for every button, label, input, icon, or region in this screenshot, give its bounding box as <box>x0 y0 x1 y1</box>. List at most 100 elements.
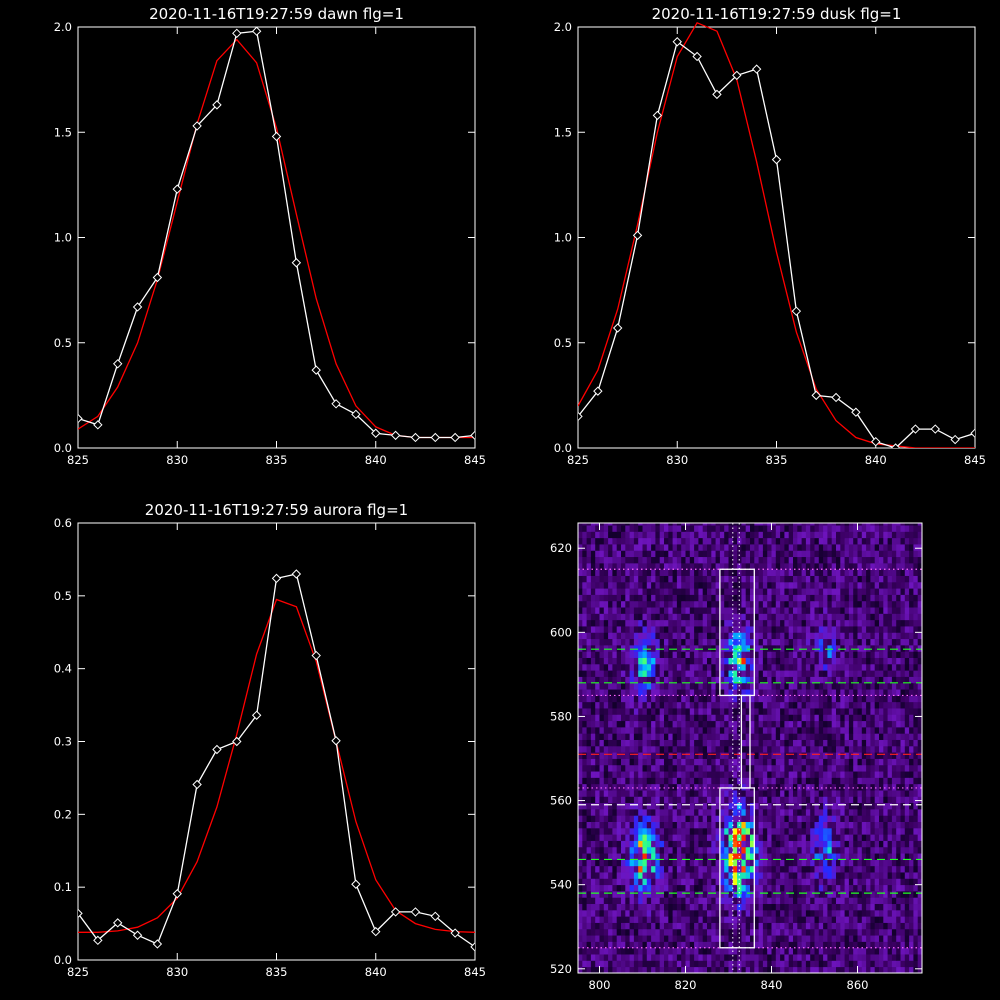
heatmap-cell <box>879 966 884 973</box>
heatmap-cell <box>676 607 682 614</box>
heatmap-cell <box>870 922 876 930</box>
heatmap-cell <box>732 607 738 614</box>
heatmap-cell <box>909 903 914 911</box>
heatmap-cell <box>655 663 661 671</box>
heatmap-cell <box>784 865 790 873</box>
heatmap-cell <box>896 865 901 873</box>
heatmap-cell <box>887 600 893 608</box>
heatmap-cell <box>896 701 901 709</box>
heatmap-cell <box>848 859 854 867</box>
heatmap-cell <box>689 960 695 968</box>
heatmap-cell <box>827 632 833 640</box>
heatmap-cell <box>582 796 587 804</box>
heatmap-cell <box>891 689 897 696</box>
heatmap-cell <box>801 632 807 640</box>
heatmap-cell <box>844 695 850 703</box>
heatmap-cell <box>646 853 652 860</box>
y-tick-label: 0.4 <box>54 662 72 676</box>
heatmap-cell <box>900 733 906 740</box>
heatmap-cell <box>797 865 802 873</box>
heatmap-cell <box>879 613 884 621</box>
heatmap-cell <box>681 726 686 734</box>
heatmap-cell <box>676 783 682 791</box>
heatmap-cell <box>758 821 764 829</box>
heatmap-cell <box>676 613 682 621</box>
heatmap-cell <box>642 771 648 778</box>
heatmap-cell <box>917 878 922 886</box>
heatmap-cell <box>715 777 721 785</box>
heatmap-cell <box>814 941 820 949</box>
heatmap-cell <box>754 790 759 797</box>
heatmap-cell <box>616 922 622 930</box>
heatmap-cell <box>664 632 669 640</box>
heatmap-cell <box>732 714 738 722</box>
heatmap-cell <box>818 714 824 722</box>
heatmap-cell <box>762 903 768 911</box>
heatmap-cell <box>646 827 652 835</box>
heatmap-cell <box>913 947 919 955</box>
heatmap-cell <box>655 600 661 608</box>
heatmap-cell <box>603 701 609 709</box>
heatmap-cell <box>642 928 648 936</box>
heatmap-cell <box>668 954 673 961</box>
heatmap-cell <box>578 752 583 759</box>
heatmap-cell <box>603 960 609 968</box>
heatmap-cell <box>582 872 587 879</box>
heatmap-cell <box>612 701 618 709</box>
heatmap-cell <box>595 689 600 696</box>
heatmap-cell <box>599 745 605 753</box>
heatmap-cell <box>707 651 712 658</box>
heatmap-cell <box>896 619 901 627</box>
heatmap-cell <box>844 878 850 886</box>
heatmap-cell <box>681 954 686 961</box>
heatmap-cell <box>762 909 768 917</box>
heatmap-cell <box>732 764 738 772</box>
heatmap-cell <box>655 701 661 709</box>
heatmap-cell <box>595 947 600 955</box>
heatmap-cell <box>836 594 841 602</box>
heatmap-cell <box>891 714 897 722</box>
heatmap-cell <box>685 916 691 923</box>
heatmap-cell <box>711 613 716 621</box>
heatmap-cell <box>586 947 592 955</box>
heatmap-cell <box>724 689 729 696</box>
heatmap-cell <box>745 720 751 728</box>
heatmap-cell <box>904 695 910 703</box>
heatmap-cell <box>771 796 777 804</box>
heatmap-cell <box>642 859 648 867</box>
heatmap-cell <box>603 777 609 785</box>
heatmap-cell <box>651 966 656 973</box>
heatmap-cell <box>582 701 587 709</box>
heatmap-cell <box>582 966 587 973</box>
heatmap-cell <box>590 884 596 892</box>
heatmap-cell <box>651 802 656 810</box>
x-tick-label: 845 <box>964 453 986 467</box>
heatmap-cell <box>582 916 587 923</box>
heatmap-cell <box>758 632 764 640</box>
heatmap-cell <box>780 941 785 949</box>
heatmap-cell <box>582 588 587 595</box>
heatmap-cell <box>887 916 893 923</box>
heatmap-cell <box>694 726 699 734</box>
heatmap-cell <box>603 903 609 911</box>
heatmap-cell <box>810 790 815 797</box>
heatmap-cell <box>818 928 824 936</box>
heatmap-cell <box>719 890 725 898</box>
heatmap-cell <box>793 890 798 898</box>
heatmap-cell <box>879 947 884 955</box>
heatmap-cell <box>724 853 729 860</box>
heatmap-cell <box>823 821 828 829</box>
heatmap-cell <box>870 726 876 734</box>
heatmap-cell <box>664 827 669 835</box>
heatmap-cell <box>818 607 824 614</box>
heatmap-cell <box>689 783 695 791</box>
heatmap-cell <box>694 802 699 810</box>
heatmap-cell <box>629 626 635 633</box>
heatmap-cell <box>874 689 880 696</box>
heatmap-cell <box>745 632 751 640</box>
heatmap-cell <box>612 726 618 734</box>
heatmap-cell <box>745 682 751 690</box>
heatmap-cell <box>891 695 897 703</box>
heatmap-cell <box>659 708 665 715</box>
heatmap-cell <box>810 821 815 829</box>
